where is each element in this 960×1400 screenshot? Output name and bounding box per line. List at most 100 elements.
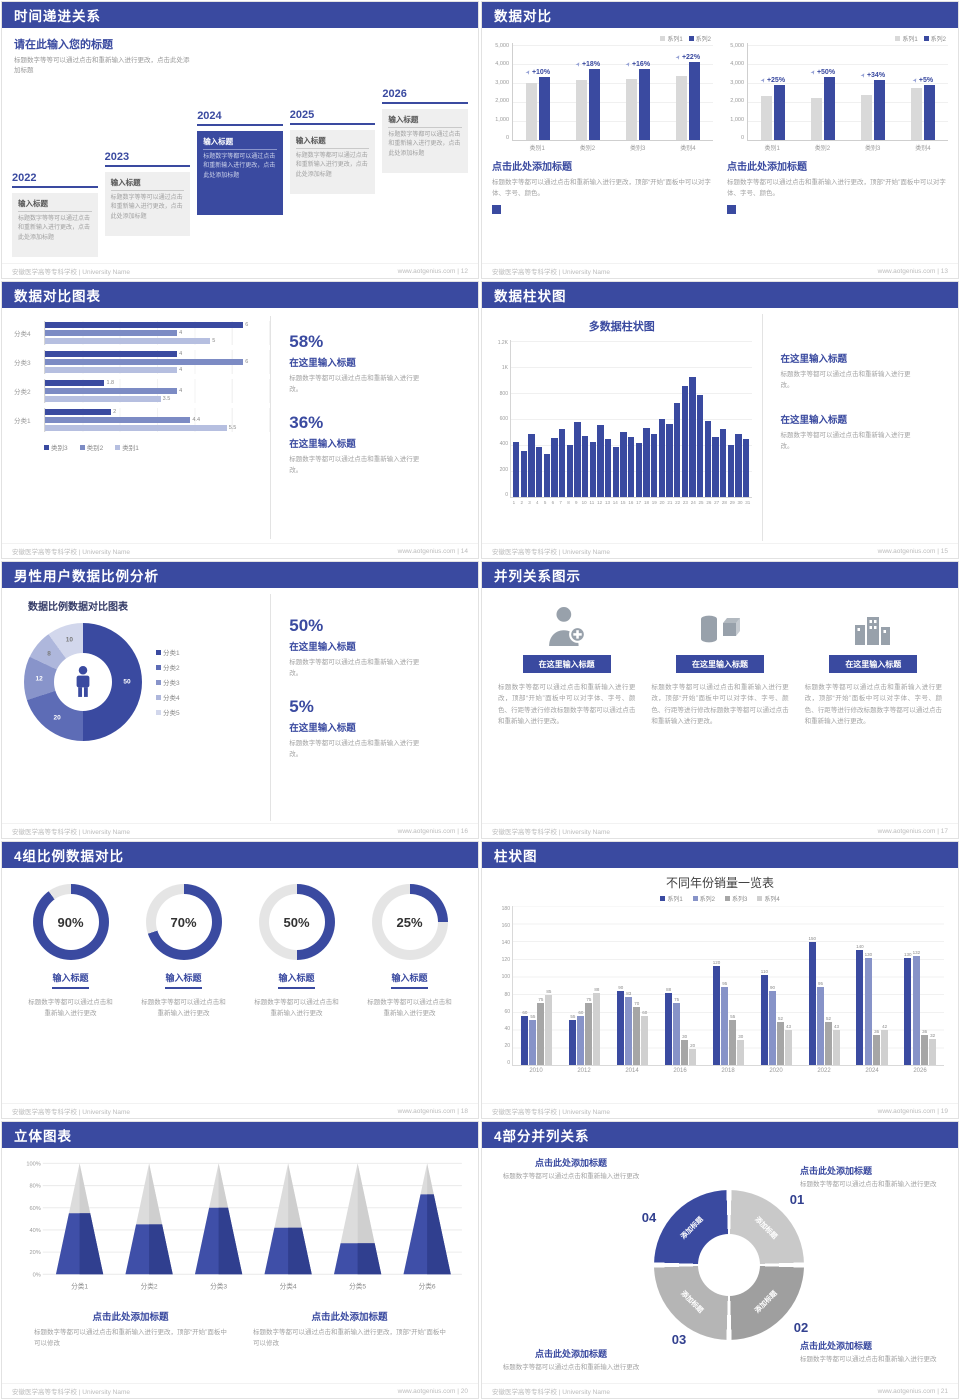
timeline-year: 2023: [104, 151, 191, 167]
x-tick: 2014: [625, 1068, 639, 1074]
y-tick: 80: [504, 991, 510, 998]
x-tick: 15: [620, 500, 626, 505]
value-label: 42: [882, 1024, 888, 1029]
stat-percent: 5%: [289, 697, 314, 717]
footer-page: www.aotgenius.com | 15: [877, 547, 948, 555]
bar: [585, 1003, 593, 1065]
value-label: 120: [712, 960, 721, 965]
axis-label: 分类1: [71, 1282, 88, 1291]
building-icon: [855, 617, 891, 645]
bar: [551, 438, 558, 497]
icon-wrap: [548, 604, 586, 646]
chart-title: 多数据柱状图: [588, 321, 655, 333]
value-label: 55: [570, 1014, 576, 1019]
legend-label: 分类1: [163, 650, 180, 657]
bars: [510, 340, 752, 498]
footer-page: www.aotgenius.com | 14: [397, 547, 468, 555]
bar-cell: 55: [729, 1014, 737, 1065]
x-tick: 2024: [865, 1068, 879, 1074]
panel-heading: 点击此处添加标题: [727, 162, 807, 173]
bar-cell: 130: [904, 952, 912, 1065]
legend-label: 类别1: [122, 445, 139, 452]
value-label: 32: [930, 1033, 936, 1038]
legend-swatch: [688, 36, 694, 41]
cone-shape: [79, 1213, 104, 1275]
bar-group: ➤+22%: [663, 54, 713, 140]
slide-16-male-user-ratio[interactable]: 男性用户数据比例分析 数据比例数据对比图表: [1, 561, 479, 839]
legend-label: 系列1: [902, 37, 918, 43]
bar-cell: 140: [856, 944, 864, 1065]
bar-cell: 88: [665, 987, 673, 1065]
x-tick: 21: [667, 500, 673, 505]
comparison-panel-right: 系列1 系列2 5,000 4,000 3,000 2,000 1,000 0 ➤+25% ➤+5…: [727, 34, 948, 261]
ring-label: 输入标题: [165, 971, 202, 989]
footer-left: 安徽医学高等专科学校 | University Name: [12, 1389, 130, 1396]
slide-12-time-progression[interactable]: 时间递进关系 请在此输入您的标题 标题数字等等可以通过点击和重新输入进行更改，点…: [1, 1, 479, 279]
column-body: 标题数字等都可以通过点击和重新输入进行更改，顶部“开始”面板中可以对字体、字号、…: [804, 684, 942, 726]
slide-20-3d-cone-chart[interactable]: 立体图表 100% 80% 60% 40% 20% 0% 分类1 分类2 分类3 分类4 分类5 分类…: [1, 1121, 479, 1399]
y-tick: 1.2K: [497, 340, 508, 346]
bar-row: 4.4: [45, 417, 270, 423]
bar: [864, 958, 872, 1065]
value-text: +34%: [866, 72, 886, 79]
segment-value: 8: [47, 650, 51, 658]
bar-row: 5: [45, 338, 270, 344]
y-axis: 5,000 4,000 3,000 2,000 1,000 0: [492, 43, 512, 141]
caption-title: 点击此处添加标题: [800, 1166, 873, 1176]
bar-cell: 75: [585, 997, 593, 1065]
legend-label: 分类3: [163, 680, 180, 687]
bar-series-2: [639, 69, 650, 140]
timeline-box: 输入标题 标题数字等都可以通过点击和重新输入进行更改，点击此处添加标题: [382, 109, 468, 173]
bar-series-2: [774, 85, 785, 140]
bar-row: 2: [45, 409, 270, 415]
timeline-box-body: 标题数字等都可以通过点击和重新输入进行更改，点击此处添加标题: [295, 153, 368, 178]
bar: [520, 451, 527, 497]
bar-row: 5.5: [45, 425, 270, 431]
slide-17-parallel-relationship[interactable]: 并列关系图示 在这里输入标题 标题数字等都可以通过点击和重新输入进行更改，顶部“…: [481, 561, 959, 839]
chart-plot-wrap: 5,000 4,000 3,000 2,000 1,000 0 ➤+10% ➤+18% ➤+16…: [492, 43, 713, 141]
legend-swatch: [725, 896, 730, 901]
slide-19-grouped-bar-chart[interactable]: 柱状图 不同年份销量一览表 系列1 系列2 系列3 系列4 180 160 140 120 1…: [481, 841, 959, 1119]
bar: [45, 322, 244, 328]
footer-page: www.aotgenius.com | 20: [397, 1387, 468, 1395]
plot-area: ➤+25% ➤+50% ➤+34% ➤+5%: [747, 43, 948, 141]
slide-13-data-comparison[interactable]: 数据对比 系列1 系列2 5,000 4,000 3,000 2,000 1,000 0 ➤+1…: [481, 1, 959, 279]
ratio-ring-panel: 70% 输入标题 标题数字等都可以通过点击和重新输入进行更改: [133, 884, 234, 1099]
column-banner: 在这里输入标题: [522, 655, 611, 673]
stat-label: 在这里输入标题: [780, 415, 848, 427]
x-tick: 26: [706, 500, 712, 505]
bar-cell: 36: [921, 1029, 929, 1065]
value-text: +10%: [531, 69, 551, 76]
x-tick: 类别2: [579, 146, 596, 152]
legend-label: 系列2: [695, 37, 711, 43]
slide-21-four-part-relationship[interactable]: 4部分并列关系 点击此处添加标题 标题数字等都可以通过点击和重新输入进行更改 点…: [481, 1121, 959, 1399]
slide-footer: 安徽医学高等专科学校 | University Name www.aotgeni…: [2, 1103, 478, 1118]
category-label: 分类3: [14, 360, 31, 367]
bar: [45, 330, 178, 336]
cone-shape: [149, 1224, 173, 1275]
slide-18-four-ratio-comparison[interactable]: 4组比例数据对比 90% 输入标题 标题数字等都可以通过点击和重新输入进行更改 …: [1, 841, 479, 1119]
bar: [912, 956, 920, 1065]
caption-body: 标题数字等都可以通过点击和重新输入进行更改，顶部“开始”面板中可以修改: [253, 1329, 446, 1348]
caption-title: 点击此处添加标题: [92, 1312, 169, 1323]
legend-swatch: [156, 679, 161, 685]
stat-body: 标题数字等都可以通过点击和重新输入进行更改。: [780, 432, 911, 451]
axis-label: 分类6: [419, 1282, 436, 1291]
ring-body: 标题数字等都可以通过点击和重新输入进行更改: [367, 999, 452, 1018]
x-tick: 30: [737, 500, 743, 505]
x-tick: 类别3: [864, 146, 881, 152]
caption-block-bottom-left: 点击此处添加标题 标题数字等都可以通过点击和重新输入进行更改: [496, 1347, 646, 1373]
slide-title-bar: 并列关系图示: [482, 562, 958, 588]
value-label: 4: [179, 330, 183, 336]
stat-body: 标题数字等都可以通过点击和重新输入进行更改。: [289, 659, 420, 678]
panel-body: 标题数字等都可以通过点击和重新输入进行更改，顶部“开始”面板中可以对字体、字号、…: [492, 179, 711, 198]
footer-page: www.aotgenius.com | 19: [877, 1107, 948, 1115]
x-tick: 16: [628, 500, 634, 505]
slide-14-comparison-chart[interactable]: 数据对比图表 分类4 6 4 5 分类3 4 6 4 分类2 1.8 4 3.5 分类1 2 4.4 5.5 类…: [1, 281, 479, 559]
bar: [929, 1039, 937, 1065]
step-number-01: 01: [784, 1186, 810, 1212]
bar: [45, 417, 191, 423]
value-label: 60: [642, 1010, 648, 1015]
donut-row: 50 20 12 8 10 分类1 分类2 分类3 分类4 分类5: [14, 623, 270, 741]
